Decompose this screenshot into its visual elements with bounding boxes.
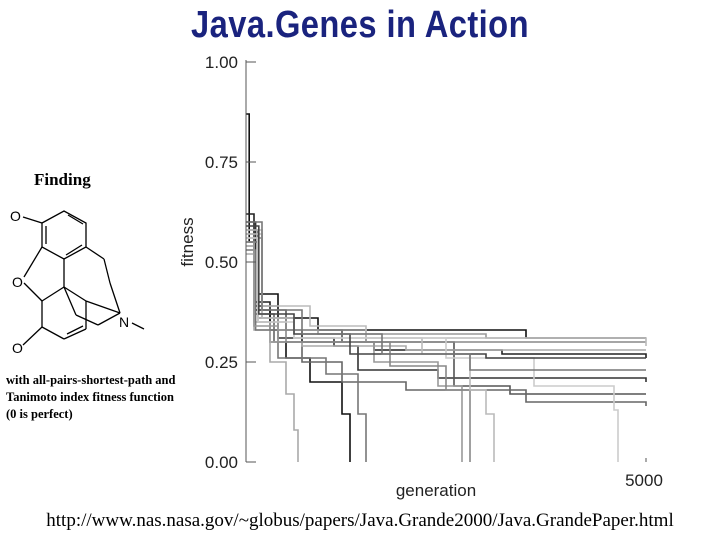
atom-label: O	[12, 340, 23, 355]
series-line	[246, 237, 619, 462]
series-line	[246, 237, 646, 339]
y-tick-label: 1.00	[205, 53, 238, 72]
atom-label: O	[12, 274, 23, 290]
y-tick-label: 0.50	[205, 253, 238, 272]
series-line	[246, 113, 646, 339]
finding-label: Finding	[34, 170, 91, 189]
series-line	[246, 229, 647, 346]
axes-layer: 0.00 0.25 0.50 0.75 1.00 5000 generation fitnes…	[178, 53, 663, 500]
series-line	[246, 221, 646, 371]
series-line	[246, 233, 495, 462]
y-tick-label: 0.25	[205, 353, 238, 372]
atom-label: N	[119, 314, 129, 330]
y-tick-label: 0.00	[205, 453, 238, 472]
atom-label: O	[10, 208, 21, 224]
molecule-structure: O O O N	[10, 208, 145, 355]
fitness-chart: 0.00 0.25 0.50 0.75 1.00 5000 generation fitnes…	[178, 53, 663, 500]
fitness-note: with all-pairs-shortest-path and Tanimot…	[6, 373, 176, 421]
y-axis-label: fitness	[178, 217, 197, 266]
x-axis-label: generation	[396, 481, 476, 500]
y-tick-label: 0.75	[205, 153, 238, 172]
slide-title: Java.Genes in Action	[191, 4, 529, 46]
series-line	[246, 213, 647, 358]
series-line	[246, 237, 646, 343]
series-line	[246, 249, 367, 462]
source-url: http://www.nas.nasa.gov/~globus/papers/J…	[46, 510, 674, 531]
series-layer	[246, 113, 647, 462]
x-tick-label: 5000	[625, 471, 663, 490]
